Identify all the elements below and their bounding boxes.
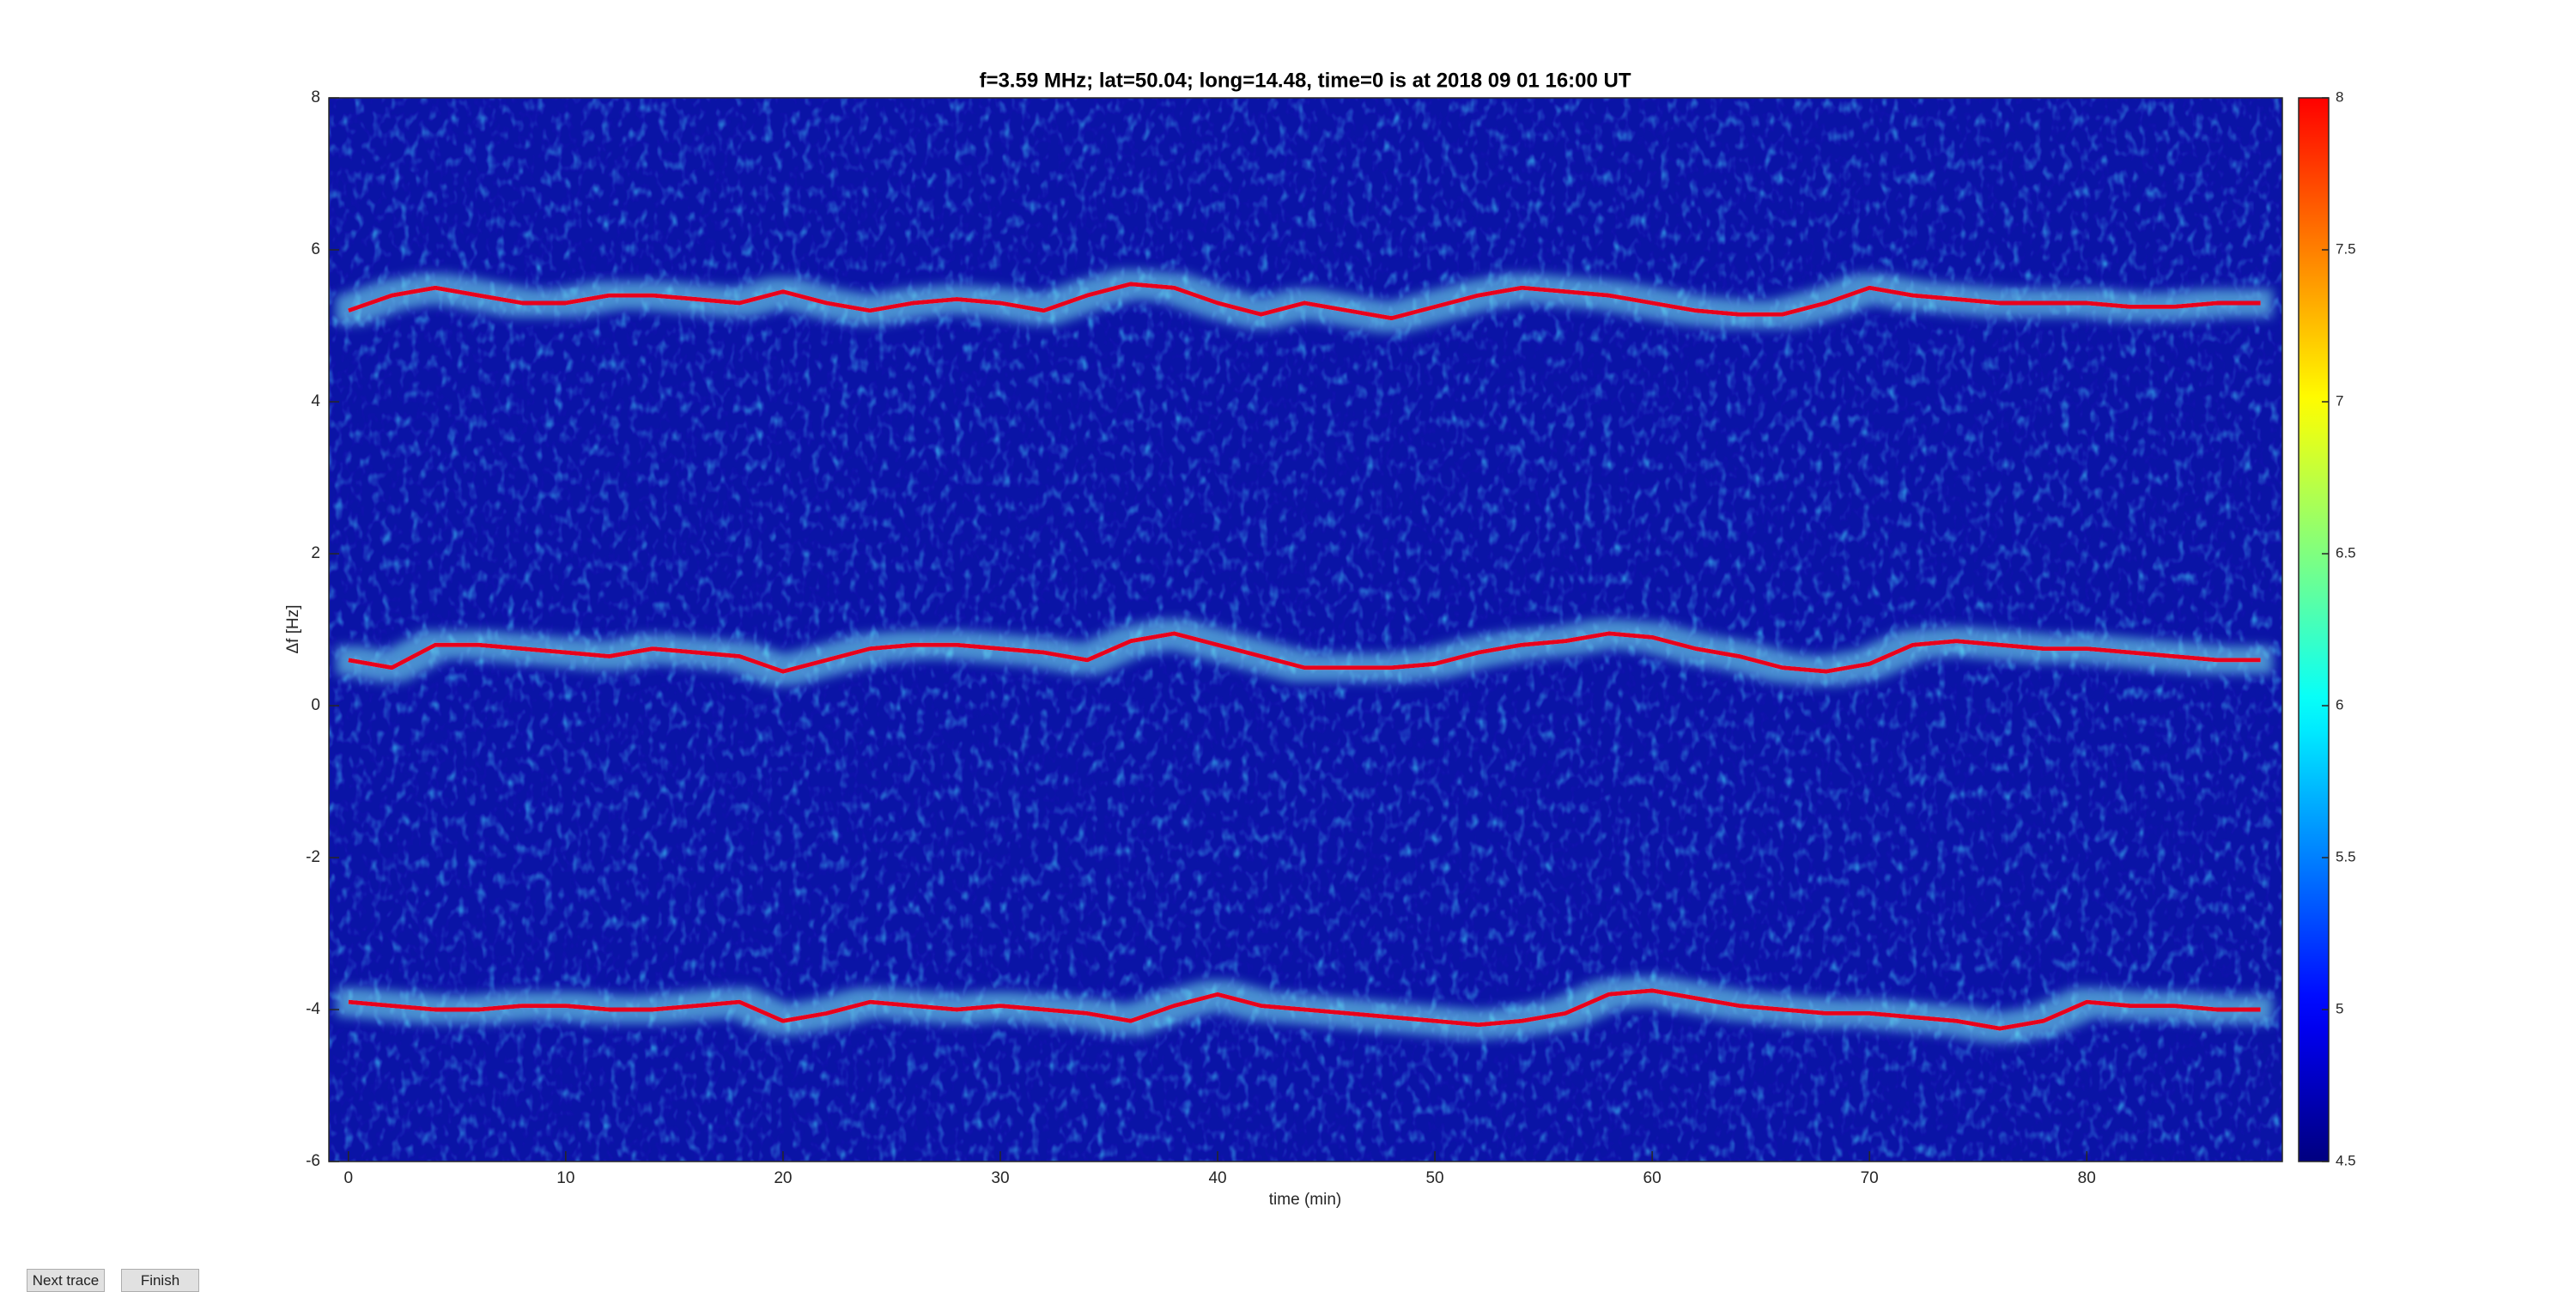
spectrogram-noise (329, 98, 2282, 1162)
x-tick-label: 20 (774, 1169, 792, 1187)
x-tick-label: 40 (1208, 1169, 1226, 1187)
colorbar-tick-label: 6.5 (2336, 544, 2356, 561)
next-trace-button[interactable]: Next trace (27, 1269, 105, 1292)
trace-line (347, 282, 2261, 321)
y-axis-label: Δf [Hz] (284, 604, 302, 653)
colorbar-tick-label: 5.5 (2336, 848, 2356, 864)
chart: f=3.59 MHz; lat=50.04; long=14.48, time=… (284, 69, 2356, 1209)
x-tick-label: 70 (1861, 1169, 1879, 1187)
y-tick-label: 0 (311, 696, 320, 714)
trace-line (348, 988, 2261, 1031)
colorbar-tick-label: 8 (2336, 88, 2343, 105)
y-tick-label: 6 (311, 240, 320, 258)
x-tick-label: 30 (991, 1169, 1009, 1187)
x-tick-label: 0 (343, 1169, 353, 1187)
x-tick-label: 10 (556, 1169, 574, 1187)
x-axis-label: time (min) (1269, 1191, 1341, 1209)
y-tick-label: -4 (306, 1000, 320, 1018)
colorbar-tick-label: 7.5 (2336, 240, 2356, 257)
colorbar (2298, 97, 2330, 1162)
colorbar-tick-label: 7 (2336, 392, 2343, 409)
y-tick-label: 4 (311, 392, 320, 410)
y-tick-label: -6 (306, 1152, 320, 1170)
x-tick-label: 50 (1425, 1169, 1443, 1187)
trace-line (348, 631, 2261, 674)
y-tick-label: 2 (311, 544, 320, 562)
plot-frame (328, 97, 2283, 1162)
chart-title: f=3.59 MHz; lat=50.04; long=14.48, time=… (979, 69, 1631, 92)
y-tick-label: 8 (311, 88, 320, 106)
colorbar-tick-label: 5 (2336, 1000, 2343, 1016)
colorbar-tick-label: 4.5 (2336, 1152, 2356, 1168)
x-tick-label: 60 (1643, 1169, 1662, 1187)
finish-button[interactable]: Finish (121, 1269, 199, 1292)
x-tick-label: 80 (2078, 1169, 2096, 1187)
colorbar-tick-label: 6 (2336, 696, 2343, 713)
y-tick-label: -2 (306, 848, 320, 866)
